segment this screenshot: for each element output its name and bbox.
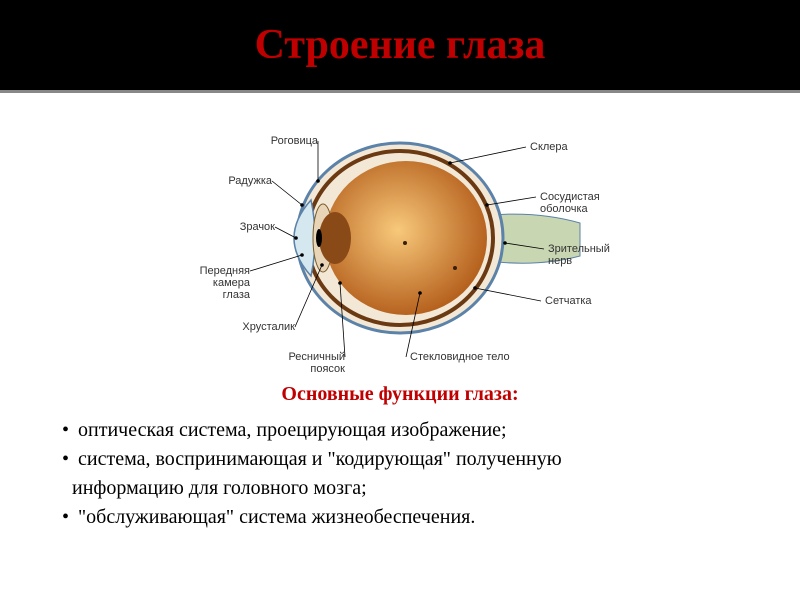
diagram-label: Склера [530,141,568,153]
page-title: Строение глаза [255,21,546,69]
diagram-label: Зрачок [205,221,275,233]
bullet-continuation: информацию для головного мозга; [60,474,740,503]
bullet-item: оптическая система, проецирующая изображ… [60,416,740,445]
diagram-label: Передняякамераглаза [180,265,250,301]
bullet-item: "обслуживающая" система жизнеобеспечения… [60,503,740,532]
diagram-label: Зрительныйнерв [548,243,610,267]
diagram-label: Хрусталик [225,321,295,333]
diagram-label: Радужка [202,175,272,187]
diagram-label: Сосудистаяоболочка [540,191,600,215]
eye-diagram: Роговица Радужка Зрачок Передняякамераглаза… [0,93,800,373]
diagram-label: Сетчатка [545,295,592,307]
diagram-label: Ресничный поясок [275,351,345,375]
title-bar: Строение глаза [0,0,800,93]
diagram-label: Роговица [248,135,318,147]
diagram-label: Стекловидное тело [410,351,510,363]
bullets-list: оптическая система, проецирующая изображ… [60,416,740,532]
subheading: Основные функции глаза: [60,383,740,406]
bullet-item: система, воспринимающая и "кодирующая" п… [60,445,740,474]
text-zone: Основные функции глаза: оптическая систе… [0,373,800,532]
eye-svg [0,93,800,373]
